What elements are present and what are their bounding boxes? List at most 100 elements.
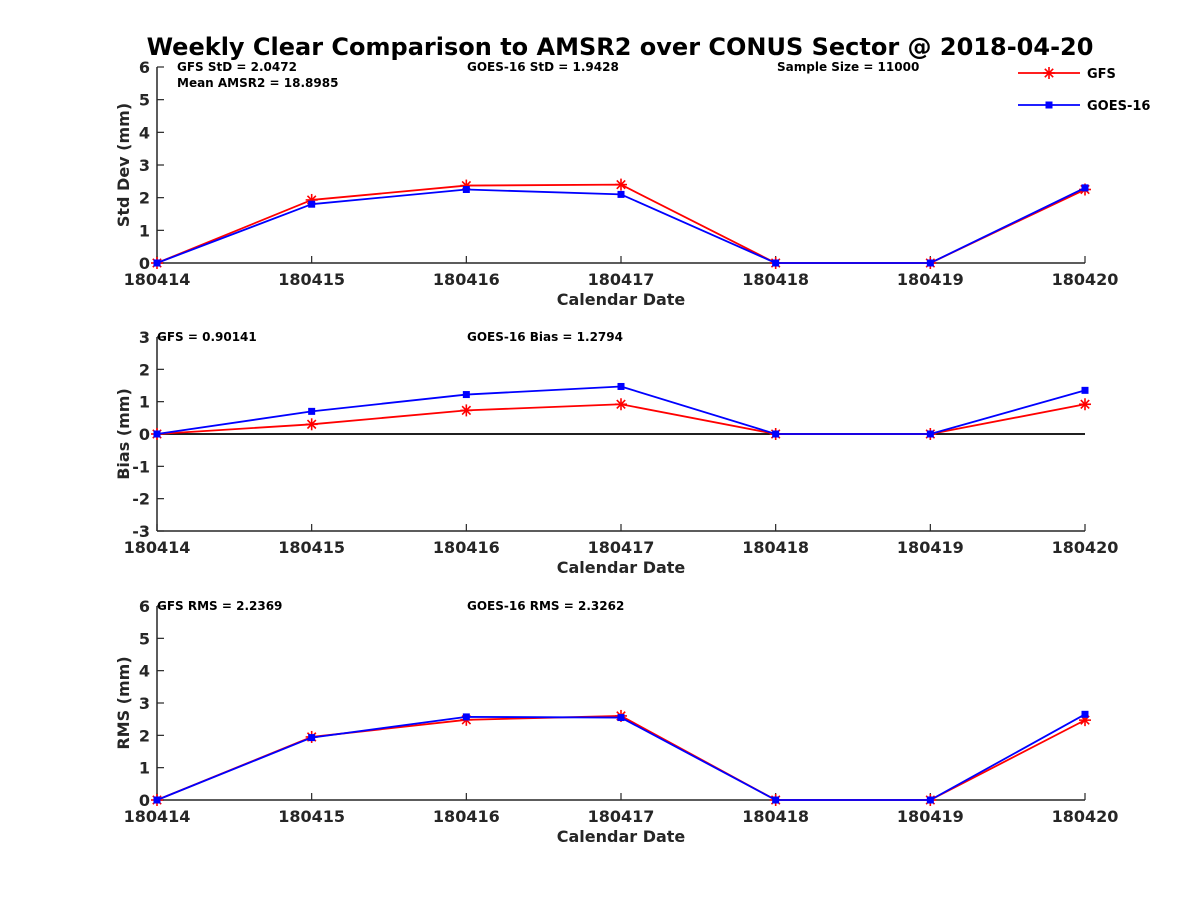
y-tick-label: 3 — [139, 328, 150, 347]
plot-panels: 0 1 2 3 4 5 6 180414 180415 180416 180417 180418 180… — [114, 58, 1118, 846]
data-point-goes-16 — [926, 259, 934, 267]
data-point-goes-16 — [308, 734, 316, 742]
legend-item-gfs: GFS — [1018, 67, 1116, 82]
data-point-gfs-stroke-d2 — [306, 419, 317, 430]
y-tick-label: 4 — [139, 123, 150, 142]
x-axis-title: Calendar Date — [557, 290, 686, 309]
data-point-goes-16 — [153, 430, 161, 438]
plot-panel-1: 0 1 2 3 4 5 6 180414 180415 180416 180417 180418 180… — [114, 58, 1118, 309]
x-tick-label: 180414 — [124, 270, 191, 289]
y-axis-title: Std Dev (mm) — [114, 103, 133, 227]
data-point-gfs-stroke-d2 — [616, 399, 626, 410]
legend-marker-gfs-stroke-d2 — [1044, 68, 1054, 78]
data-point-goes-16 — [1081, 710, 1089, 718]
data-point-goes-16 — [1081, 386, 1089, 394]
legend: GFS GOES-16 — [1018, 67, 1150, 114]
plot-panel-2: -3 -2 -1 0 1 2 3 180414 180415 180416 180417 180418… — [114, 328, 1118, 577]
y-tick-label: 0 — [139, 254, 150, 273]
legend-label-goes-16: GOES-16 — [1087, 99, 1150, 114]
x-tick-label: 180418 — [742, 538, 809, 557]
x-tick-label: 180420 — [1052, 538, 1119, 557]
x-tick-label: 180416 — [433, 807, 500, 826]
data-point-goes-16 — [462, 391, 470, 399]
data-point-goes-16 — [462, 186, 470, 193]
y-tick-label: 1 — [139, 393, 150, 412]
data-point-goes-16 — [308, 200, 316, 208]
stat-annotation: GFS RMS = 2.2369 — [157, 599, 282, 613]
y-tick-label: 6 — [139, 58, 150, 77]
y-tick-label: -3 — [132, 522, 150, 541]
x-tick-label: 180418 — [742, 270, 809, 289]
x-tick-label: 180417 — [588, 538, 655, 557]
x-tick-label: 180417 — [588, 270, 655, 289]
x-tick-label: 180417 — [588, 807, 655, 826]
y-tick-label: 2 — [139, 726, 150, 745]
y-tick-label: -2 — [132, 490, 150, 509]
x-tick-label: 180415 — [278, 270, 345, 289]
x-tick-label: 180416 — [433, 270, 500, 289]
data-point-gfs-stroke-d2 — [461, 405, 472, 416]
y-tick-label: 0 — [139, 791, 150, 810]
y-tick-label: 4 — [139, 662, 150, 681]
data-point-goes-16 — [926, 796, 934, 804]
data-point-goes-16 — [772, 259, 780, 267]
stat-annotation: Sample Size = 11000 — [777, 60, 919, 74]
y-tick-label: 1 — [139, 759, 150, 778]
y-tick-label: 5 — [139, 91, 150, 110]
data-point-goes-16 — [772, 796, 780, 804]
y-tick-label: 0 — [139, 425, 150, 444]
x-tick-label: 180419 — [897, 270, 964, 289]
stat-annotation: GFS = 0.90141 — [157, 330, 257, 344]
x-tick-label: 180415 — [278, 538, 345, 557]
x-tick-label: 180419 — [897, 538, 964, 557]
stat-annotation: GOES-16 RMS = 2.3262 — [467, 599, 624, 613]
x-tick-label: 180420 — [1052, 807, 1119, 826]
data-point-gfs — [460, 404, 473, 417]
figure-title: Weekly Clear Comparison to AMSR2 over CO… — [147, 33, 1094, 61]
x-axis-title: Calendar Date — [557, 827, 686, 846]
stat-annotation: GFS StD = 2.0472 — [177, 60, 297, 74]
data-point-goes-16 — [153, 796, 161, 804]
data-point-gfs-stroke-d2 — [1080, 399, 1090, 410]
data-point-goes-16 — [1081, 184, 1089, 192]
x-tick-label: 180420 — [1052, 270, 1119, 289]
x-tick-label: 180419 — [897, 807, 964, 826]
y-tick-label: 2 — [139, 189, 150, 208]
data-point-gfs — [1079, 398, 1091, 411]
y-tick-label: -1 — [132, 457, 150, 476]
data-point-goes-16 — [617, 190, 625, 198]
data-point-gfs — [615, 398, 627, 411]
data-point-goes-16 — [617, 714, 625, 722]
x-tick-label: 180415 — [278, 807, 345, 826]
data-point-goes-16 — [926, 430, 934, 438]
data-point-goes-16 — [617, 382, 625, 390]
y-tick-label: 6 — [139, 597, 150, 616]
x-tick-label: 180418 — [742, 807, 809, 826]
stat-annotation: Mean AMSR2 = 18.8985 — [177, 76, 338, 90]
y-axis-title: RMS (mm) — [114, 656, 133, 749]
stat-annotation: GOES-16 StD = 1.9428 — [467, 60, 619, 74]
y-tick-label: 2 — [139, 360, 150, 379]
y-tick-label: 3 — [139, 694, 150, 713]
plot-panel-3: 0 1 2 3 4 5 6 180414 180415 180416 180417 180418 180… — [114, 597, 1118, 846]
legend-marker-goes-16 — [1045, 101, 1053, 109]
y-tick-label: 5 — [139, 629, 150, 648]
stat-annotation: GOES-16 Bias = 1.2794 — [467, 330, 623, 344]
data-point-goes-16 — [772, 430, 780, 438]
y-tick-label: 3 — [139, 156, 150, 175]
x-tick-label: 180414 — [124, 538, 191, 557]
x-axis-title: Calendar Date — [557, 558, 686, 577]
data-point-goes-16 — [308, 407, 316, 415]
legend-marker-gfs — [1043, 67, 1055, 79]
x-tick-label: 180416 — [433, 538, 500, 557]
x-tick-label: 180414 — [124, 807, 191, 826]
y-axis-title: Bias (mm) — [114, 388, 133, 480]
data-point-gfs — [615, 178, 627, 191]
legend-label-gfs: GFS — [1087, 67, 1116, 82]
data-point-gfs — [305, 418, 318, 431]
data-point-gfs-stroke-d2 — [616, 179, 626, 190]
legend-item-goes-16: GOES-16 — [1018, 99, 1150, 114]
data-point-goes-16 — [153, 259, 161, 267]
